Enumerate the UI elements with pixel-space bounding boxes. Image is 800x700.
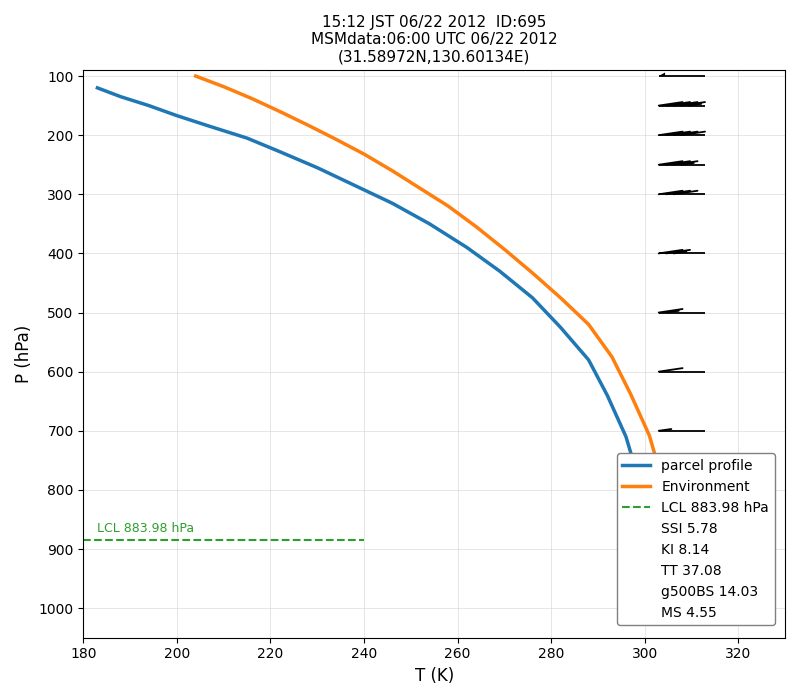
Environment — [219, 83, 229, 91]
Environment — [191, 72, 201, 80]
Title: 15:12 JST 06/22 2012  ID:695
MSMdata:06:00 UTC 06/22 2012
(31.58972N,130.60134E): 15:12 JST 06/22 2012 ID:695 MSMdata:06:0… — [311, 15, 558, 65]
X-axis label: T (K): T (K) — [414, 667, 454, 685]
Environment — [387, 167, 397, 175]
parcel profile — [242, 134, 252, 142]
Legend: parcel profile, Environment, LCL 883.98 hPa, SSI 5.78, KI 8.14, TT 37.08, g500BS: parcel profile, Environment, LCL 883.98 … — [617, 454, 774, 625]
Environment — [528, 269, 538, 277]
Environment — [443, 202, 453, 210]
parcel profile — [556, 323, 566, 332]
parcel profile — [462, 244, 472, 252]
Environment — [499, 245, 509, 253]
Environment — [626, 390, 635, 398]
Environment — [668, 530, 678, 538]
Environment — [658, 480, 668, 488]
Environment — [303, 121, 313, 130]
parcel profile — [172, 111, 182, 120]
Environment — [331, 135, 341, 143]
Environment — [678, 580, 687, 589]
parcel profile — [93, 84, 102, 92]
Environment — [471, 223, 481, 231]
parcel profile — [425, 220, 434, 228]
parcel profile — [144, 102, 154, 110]
parcel profile — [602, 391, 612, 400]
Polygon shape — [658, 73, 665, 76]
parcel profile — [387, 199, 397, 207]
Environment — [359, 150, 369, 158]
parcel profile — [584, 356, 594, 364]
Environment — [247, 94, 257, 103]
parcel profile — [635, 480, 645, 488]
parcel profile — [350, 181, 359, 190]
parcel profile — [313, 164, 322, 172]
Y-axis label: P (hPa): P (hPa) — [15, 325, 33, 383]
Environment — [584, 320, 594, 328]
Text: LCL 883.98 hPa: LCL 883.98 hPa — [98, 522, 194, 535]
parcel profile — [205, 122, 214, 130]
parcel profile — [495, 267, 505, 275]
Line: Environment: Environment — [196, 76, 682, 584]
parcel profile — [528, 293, 538, 302]
parcel profile — [275, 148, 285, 156]
Environment — [415, 184, 425, 192]
parcel profile — [645, 533, 654, 541]
Environment — [645, 431, 654, 440]
parcel profile — [116, 92, 126, 101]
parcel profile — [650, 592, 659, 601]
Line: parcel profile: parcel profile — [98, 88, 654, 596]
parcel profile — [621, 433, 630, 441]
Environment — [275, 107, 285, 116]
Environment — [607, 353, 617, 361]
Environment — [556, 293, 566, 302]
